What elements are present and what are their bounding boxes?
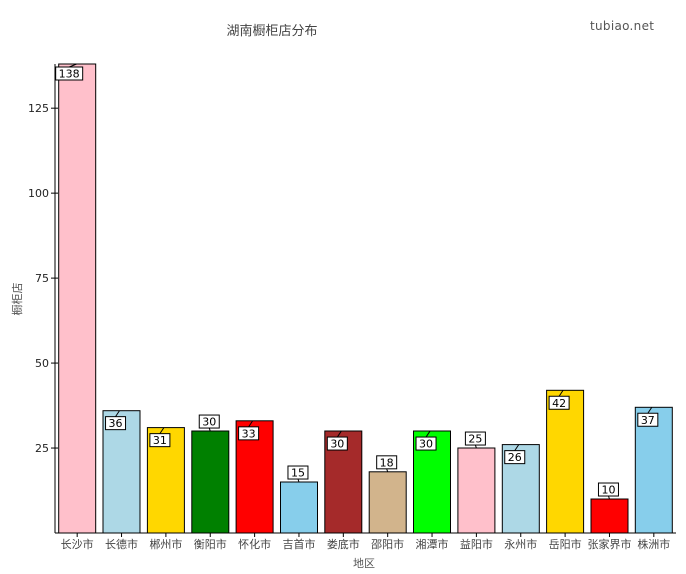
x-category-label: 岳阳市 — [549, 537, 582, 551]
x-category-label: 张家界市 — [587, 537, 631, 551]
axes-layer — [54, 64, 676, 534]
data-label: 26 — [508, 451, 522, 464]
bar — [368, 471, 407, 534]
x-category-label: 长德市 — [105, 537, 138, 551]
x-category-label: 永州市 — [504, 537, 537, 551]
data-label-box — [597, 482, 619, 497]
data-label-box — [287, 465, 309, 480]
data-label-box — [238, 426, 260, 441]
data-label-pointer — [514, 444, 520, 451]
data-label: 10 — [601, 484, 615, 497]
data-label-pointer — [248, 420, 254, 428]
data-label-box — [637, 412, 659, 427]
data-label-pointer — [336, 430, 342, 438]
data-label: 31 — [153, 434, 167, 447]
bar — [191, 430, 230, 534]
data-label: 25 — [468, 433, 482, 446]
x-category-label: 长沙市 — [61, 537, 94, 551]
data-label-pointer — [647, 406, 653, 414]
x-axis-title: 地区 — [353, 557, 375, 570]
x-category-label: 株洲市 — [637, 537, 670, 551]
data-label: 42 — [552, 397, 566, 410]
x-category-label: 益阳市 — [460, 537, 493, 551]
bars-layer — [58, 63, 673, 534]
y-tick-label: 125 — [28, 102, 49, 115]
watermark-text: tubiao.net — [590, 19, 655, 33]
data-label: 36 — [109, 417, 123, 430]
bar — [457, 447, 496, 534]
data-label: 37 — [641, 414, 655, 427]
data-label-box — [548, 395, 570, 410]
data-label-box — [105, 416, 127, 431]
y-ticks-layer: 25 50 75 100 125 — [28, 102, 58, 455]
data-label: 30 — [330, 438, 344, 451]
bar — [280, 481, 318, 534]
x-category-label: 湘潭市 — [416, 537, 449, 551]
y-tick-label: 50 — [35, 357, 49, 370]
data-label-box — [198, 414, 220, 429]
x-categories-layer: 长沙市 长德市 郴州市 衡阳市 怀化市 吉首市 娄底市 邵阳市 湘潭市 益阳市 永州市 岳阳市 张家界市… — [61, 533, 670, 551]
bar — [546, 389, 585, 534]
data-label: 18 — [380, 456, 394, 469]
bar — [102, 410, 141, 534]
data-label-pointer — [115, 410, 120, 417]
data-label-pointer — [558, 389, 564, 397]
x-category-label: 郴州市 — [149, 537, 182, 551]
data-label-box — [149, 433, 171, 448]
data-label-box — [326, 436, 348, 451]
data-label-box — [464, 431, 486, 446]
bar — [58, 63, 97, 534]
data-labels-layer: 138 36 31 30 33 15 30 18 30 25 26 42 10 37 — [55, 63, 659, 500]
data-label-box — [376, 455, 398, 470]
data-label: 30 — [202, 416, 216, 429]
data-label-box — [415, 436, 437, 451]
y-tick-label: 100 — [28, 187, 49, 200]
chart-title: 湖南橱柜店分布 — [226, 24, 318, 39]
x-category-label: 邵阳市 — [371, 537, 404, 551]
y-axis-title: 橱柜店 — [10, 283, 24, 316]
x-category-label: 怀化市 — [238, 537, 271, 551]
x-category-label: 娄底市 — [327, 537, 360, 551]
bar — [590, 498, 629, 534]
data-label-box — [504, 450, 526, 465]
x-category-label: 吉首市 — [282, 537, 315, 551]
data-label-box — [55, 66, 84, 81]
y-tick-label: 25 — [35, 442, 49, 455]
data-label: 138 — [59, 68, 80, 81]
data-label-pointer — [159, 427, 165, 434]
data-label-pointer — [425, 430, 431, 438]
y-tick-label: 75 — [35, 272, 49, 285]
data-label: 33 — [242, 427, 256, 440]
data-label: 30 — [419, 438, 433, 451]
x-category-label: 衡阳市 — [194, 537, 227, 551]
data-label: 15 — [291, 467, 305, 480]
